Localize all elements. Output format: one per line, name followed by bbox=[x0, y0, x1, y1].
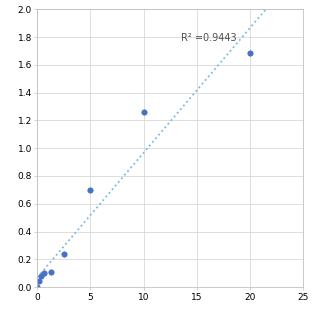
Point bbox=[48, 270, 53, 275]
Point bbox=[35, 285, 40, 290]
Point bbox=[88, 188, 93, 193]
Point bbox=[247, 51, 252, 56]
Text: R² =0.9443: R² =0.9443 bbox=[181, 33, 236, 43]
Point bbox=[61, 252, 66, 257]
Point bbox=[41, 271, 46, 276]
Point bbox=[141, 110, 146, 115]
Point bbox=[38, 274, 43, 279]
Point bbox=[37, 279, 41, 284]
